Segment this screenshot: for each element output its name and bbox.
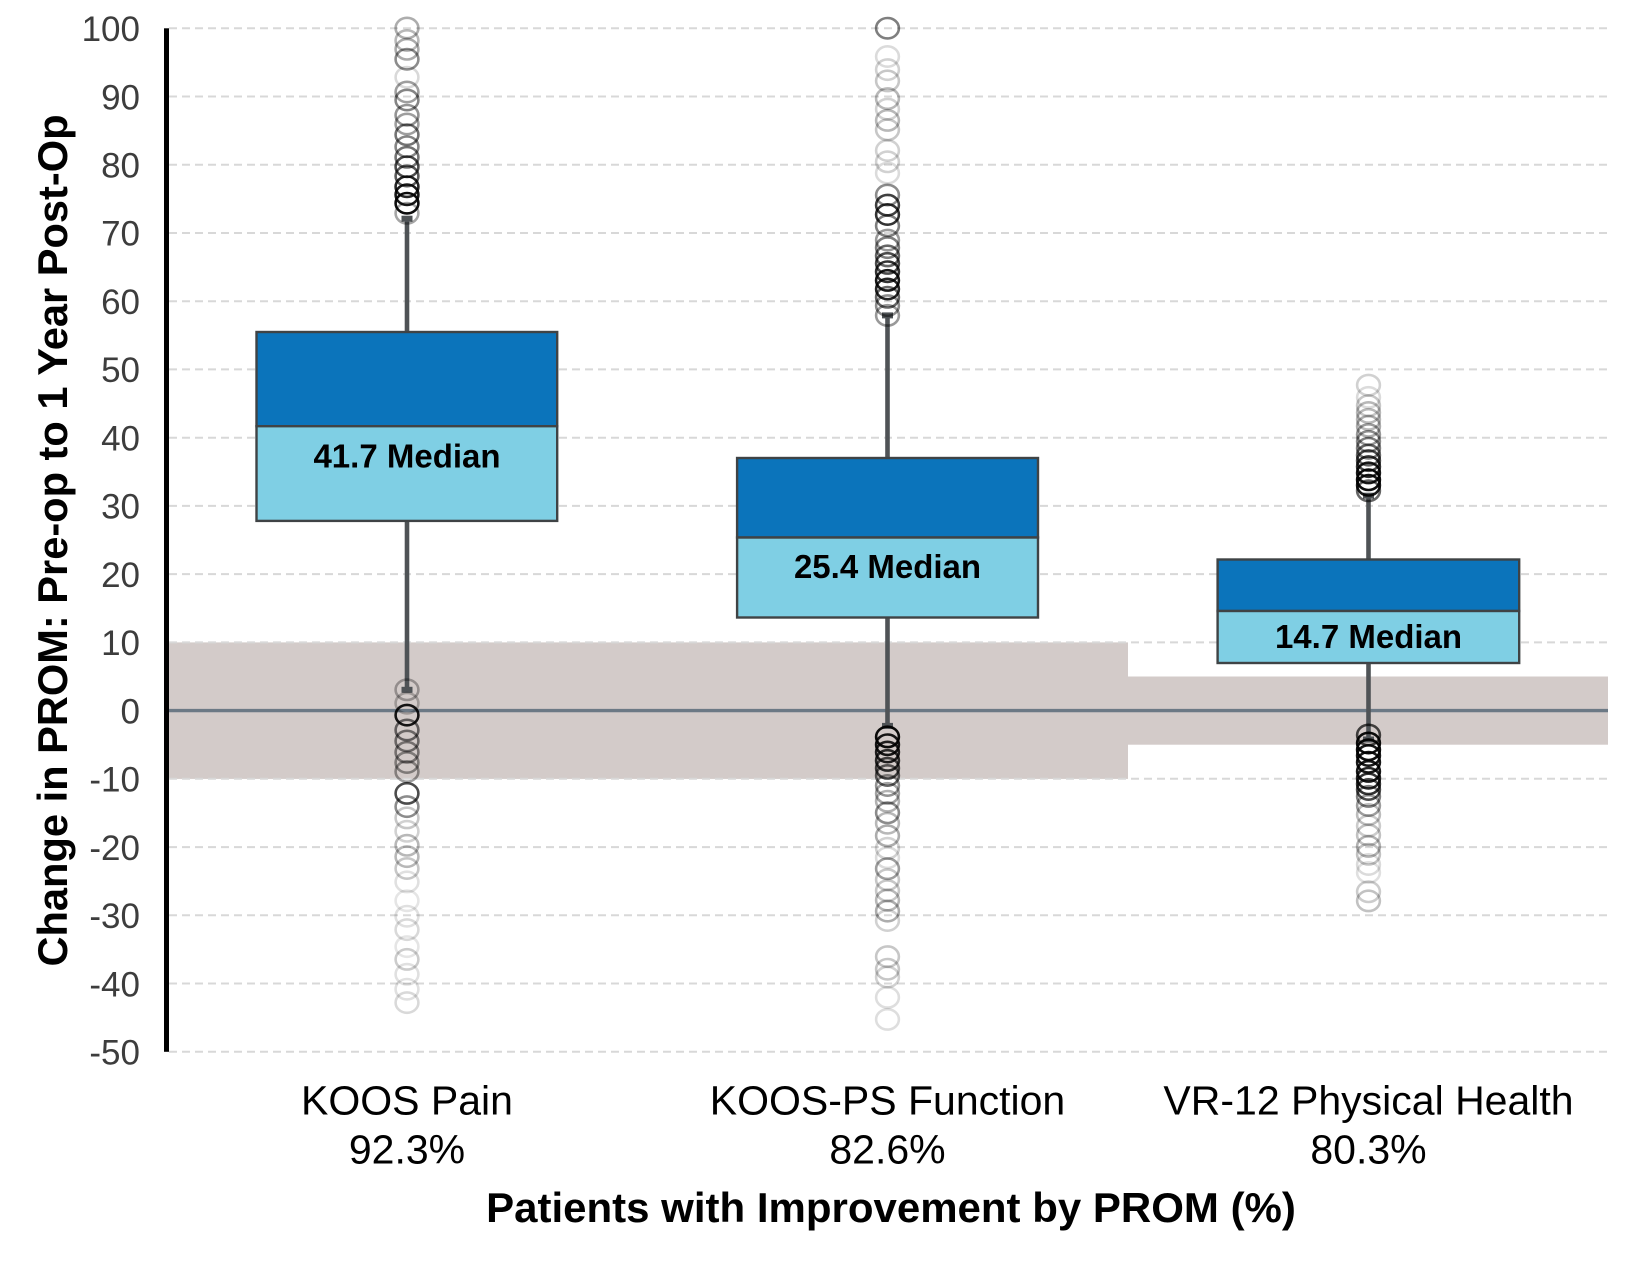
svg-text:60: 60 <box>101 283 140 322</box>
svg-text:70: 70 <box>101 215 140 254</box>
svg-text:-40: -40 <box>89 965 140 1004</box>
svg-text:82.6%: 82.6% <box>829 1127 945 1173</box>
svg-text:90: 90 <box>101 78 140 117</box>
svg-text:25.4 Median: 25.4 Median <box>794 548 981 585</box>
svg-text:10: 10 <box>101 624 140 663</box>
svg-text:Patients with Improvement by P: Patients with Improvement by PROM (%) <box>486 1184 1296 1231</box>
svg-text:-50: -50 <box>89 1034 140 1073</box>
svg-text:80.3%: 80.3% <box>1310 1127 1426 1173</box>
svg-text:KOOS Pain: KOOS Pain <box>301 1078 513 1124</box>
svg-text:KOOS-PS Function: KOOS-PS Function <box>710 1078 1065 1124</box>
svg-text:0: 0 <box>121 692 140 731</box>
svg-text:80: 80 <box>101 147 140 186</box>
svg-text:100: 100 <box>82 10 140 49</box>
svg-text:40: 40 <box>101 419 140 458</box>
svg-text:92.3%: 92.3% <box>349 1127 465 1173</box>
svg-text:Change in PROM: Pre-op to 1 Ye: Change in PROM: Pre-op to 1 Year Post-Op <box>29 114 76 966</box>
svg-text:41.7 Median: 41.7 Median <box>313 438 500 475</box>
svg-text:-10: -10 <box>89 761 140 800</box>
svg-text:-20: -20 <box>89 829 140 868</box>
svg-text:30: 30 <box>101 488 140 527</box>
svg-text:VR-12 Physical Health: VR-12 Physical Health <box>1163 1078 1573 1124</box>
svg-text:20: 20 <box>101 556 140 595</box>
svg-text:-30: -30 <box>89 897 140 936</box>
svg-text:50: 50 <box>101 351 140 390</box>
svg-text:14.7 Median: 14.7 Median <box>1275 618 1462 655</box>
